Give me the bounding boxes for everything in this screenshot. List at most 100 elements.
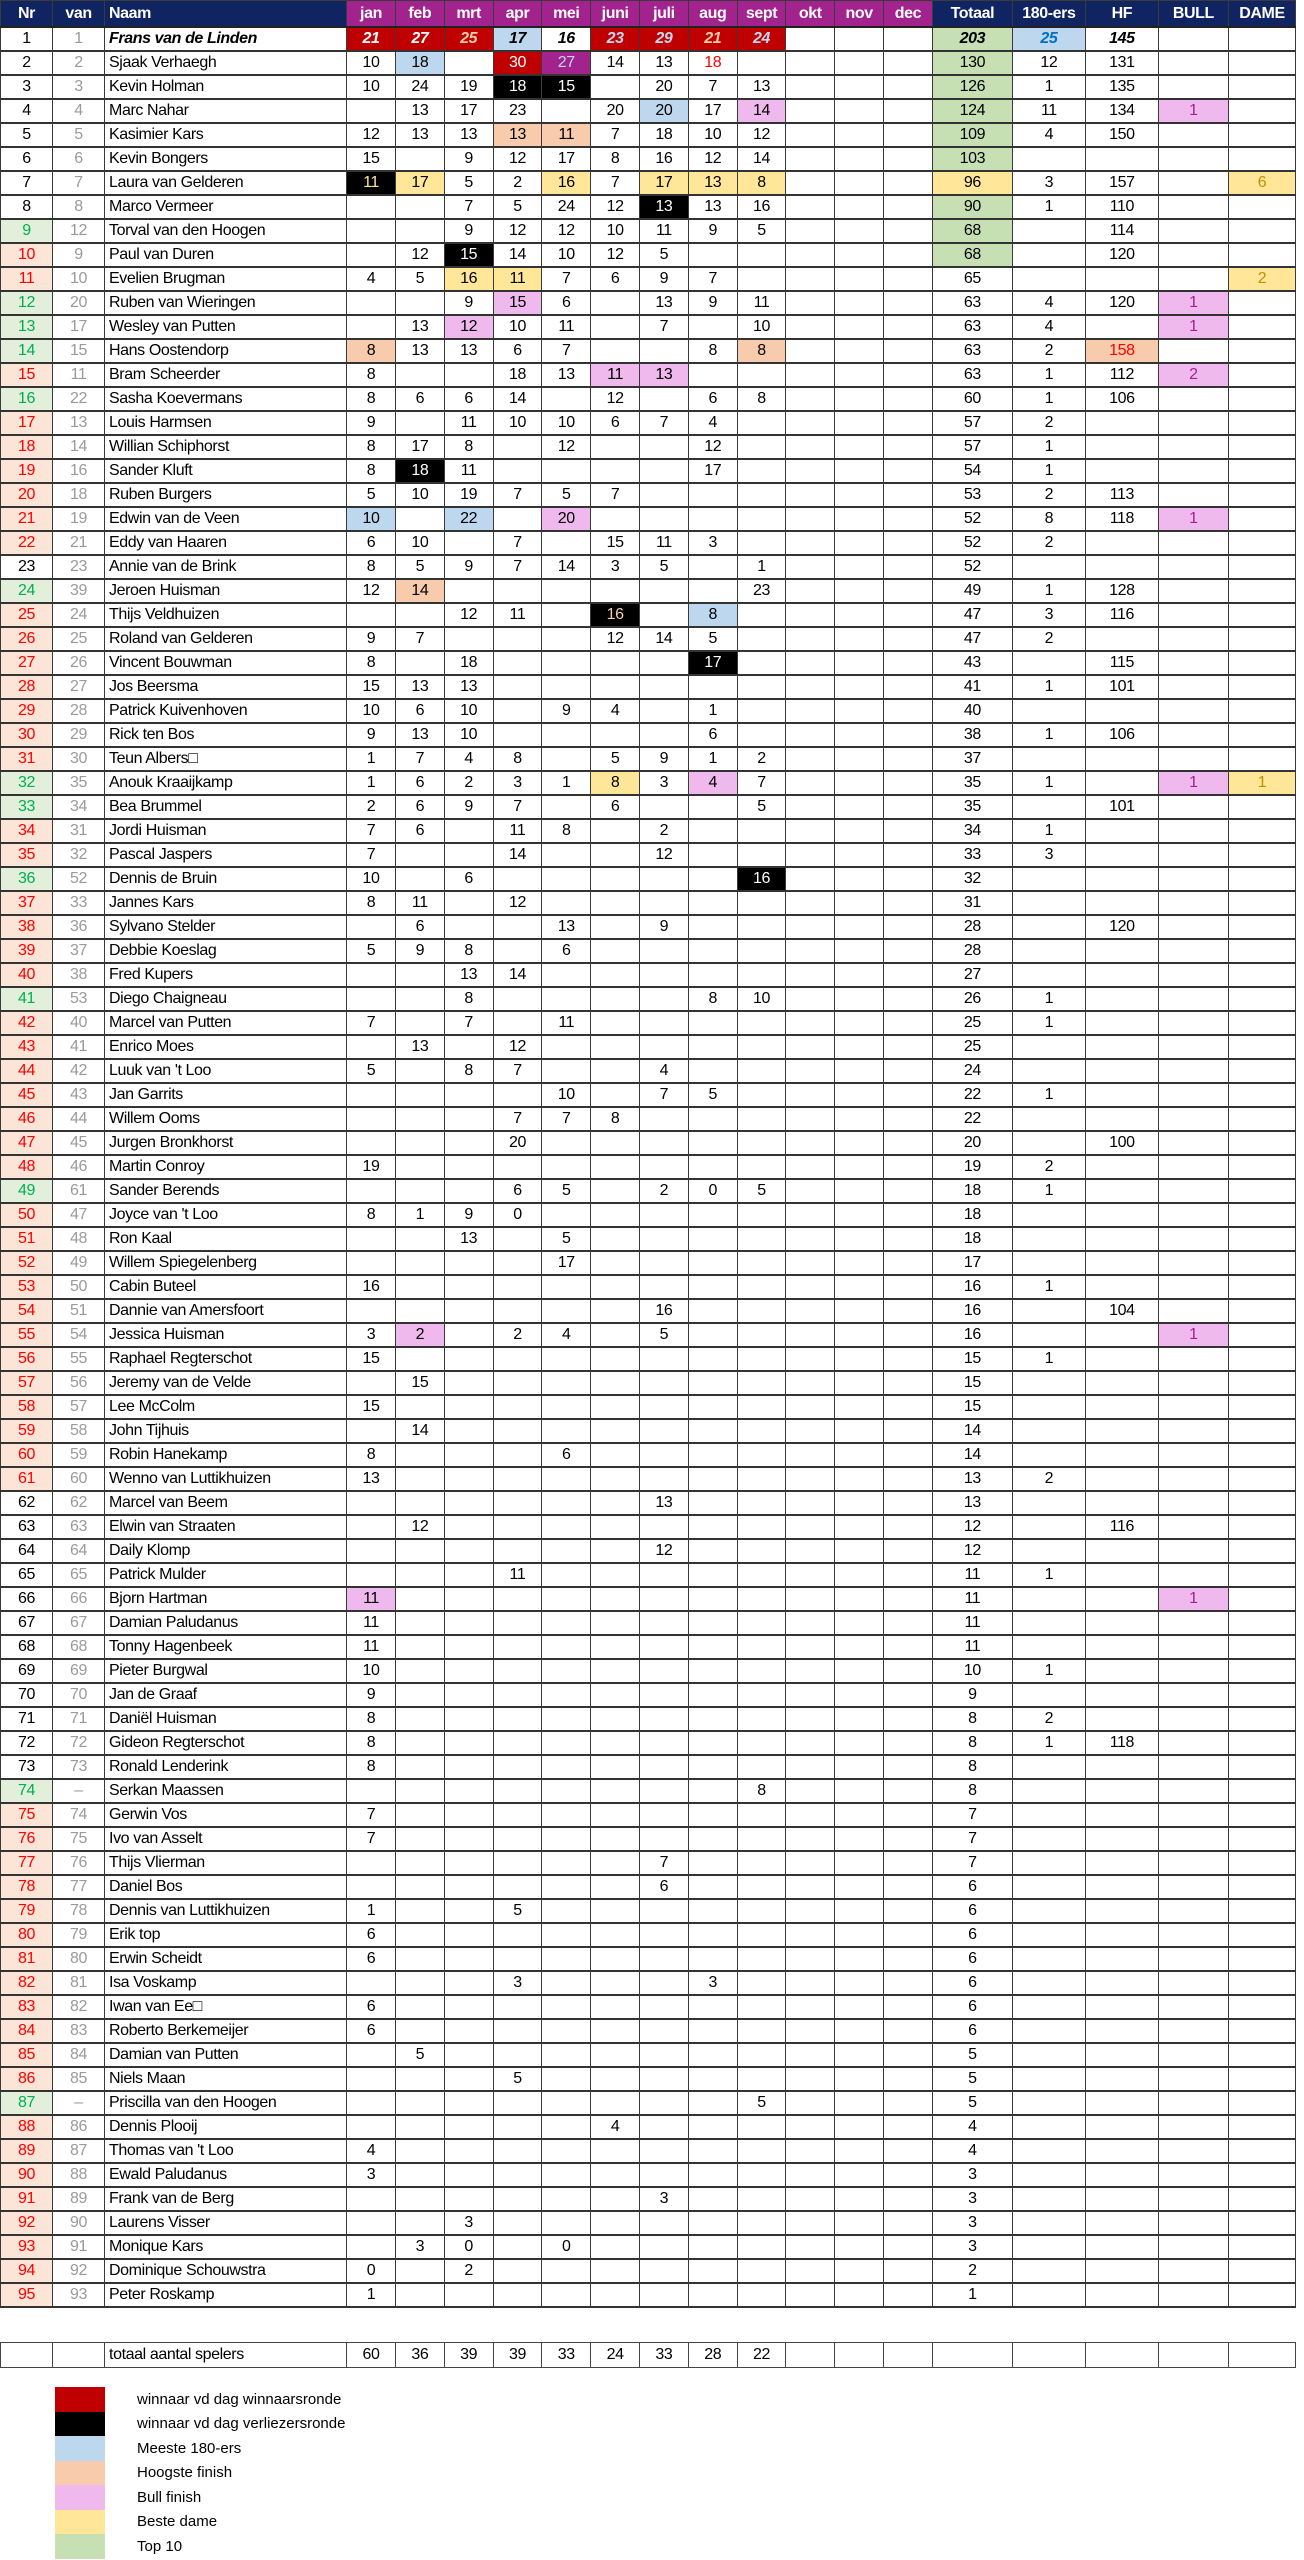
table-row[interactable]: 87– Priscilla van den Hoogen 5 5 [0,2090,1297,2116]
player-name[interactable]: Annie van de Brink [104,554,348,580]
header-naam[interactable]: Naam [104,0,348,28]
player-name[interactable]: Bram Scheerder [104,362,348,388]
header-aug[interactable]: aug [687,0,738,28]
header-totaal[interactable]: Totaal [931,0,1013,28]
player-name[interactable]: Patrick Mulder [104,1562,348,1588]
table-row[interactable]: 68 68 Tonny Hagenbeek 11 11 [0,1634,1297,1660]
table-row[interactable]: 50 47 Joyce van 't Loo 8 1 9 0 18 [0,1202,1297,1228]
player-name[interactable]: Ewald Paludanus [104,2162,348,2188]
table-row[interactable]: 32 35 Anouk Kraaijkamp 1 6 2 3 1 8 3 4 7 35 1 1 1 [0,770,1297,796]
player-name[interactable]: Jan Garrits [104,1082,348,1108]
player-name[interactable]: Joyce van 't Loo [104,1202,348,1228]
player-name[interactable]: Dannie van Amersfoort [104,1298,348,1324]
player-name[interactable]: Iwan van Ee□ [104,1994,348,2020]
player-name[interactable]: Martin Conroy [104,1154,348,1180]
header-dame[interactable]: DAME [1227,0,1297,28]
table-row[interactable]: 63 63 Elwin van Straaten 12 12 116 [0,1514,1297,1540]
player-name[interactable]: Marcel van Beem [104,1490,348,1516]
player-name[interactable]: Raphael Regterschot [104,1346,348,1372]
player-name[interactable]: John Tijhuis [104,1418,348,1444]
player-name[interactable]: Paul van Duren [104,242,348,268]
table-row[interactable]: 67 67 Damian Paludanus 11 11 [0,1610,1297,1636]
player-name[interactable]: Monique Kars [104,2234,348,2260]
table-row[interactable]: 14 15 Hans Oostendorp 8 13 13 6 7 8 8 63 2 158 [0,338,1297,364]
table-row[interactable]: 53 50 Cabin Buteel 16 16 1 [0,1274,1297,1300]
table-row[interactable]: 78 77 Daniel Bos 6 6 [0,1874,1297,1900]
table-row[interactable]: 25 24 Thijs Veldhuizen 12 11 16 8 47 3 116 [0,602,1297,628]
table-row[interactable]: 46 44 Willem Ooms 7 7 8 22 [0,1106,1297,1132]
table-row[interactable]: 72 72 Gideon Regterschot 8 8 1 118 [0,1730,1297,1756]
table-row[interactable]: 36 52 Dennis de Bruin 10 6 16 32 [0,866,1297,892]
table-row[interactable]: 93 91 Monique Kars 3 0 0 3 [0,2234,1297,2260]
player-name[interactable]: Jos Beersma [104,674,348,700]
table-row[interactable]: 51 48 Ron Kaal 13 5 18 [0,1226,1297,1252]
header-juni[interactable]: juni [590,0,640,28]
table-row[interactable]: 58 57 Lee McColm 15 15 [0,1394,1297,1420]
player-name[interactable]: Wesley van Putten [104,314,348,340]
player-name[interactable]: Ron Kaal [104,1226,348,1252]
player-name[interactable]: Gideon Regterschot [104,1730,348,1756]
table-row[interactable]: 80 79 Erik top 6 6 [0,1922,1297,1948]
player-name[interactable]: Gerwin Vos [104,1802,348,1828]
table-row[interactable]: 42 40 Marcel van Putten 7 7 11 25 1 [0,1010,1297,1036]
table-row[interactable]: 1 1 Frans van de Linden 21 27 25 17 16 23 29 21 24 2… [0,26,1297,52]
table-row[interactable]: 45 43 Jan Garrits 10 7 5 22 1 [0,1082,1297,1108]
table-row[interactable]: 28 27 Jos Beersma 15 13 13 41 1 101 [0,674,1297,700]
player-name[interactable]: Jeremy van de Velde [104,1370,348,1396]
player-name[interactable]: Vincent Bouwman [104,650,348,676]
player-name[interactable]: Robin Hanekamp [104,1442,348,1468]
player-name[interactable]: Jurgen Bronkhorst [104,1130,348,1156]
table-row[interactable]: 26 25 Roland van Gelderen 9 7 12 14 5 47 2 [0,626,1297,652]
table-row[interactable]: 61 60 Wenno van Luttikhuizen 13 13 2 [0,1466,1297,1492]
player-name[interactable]: Cabin Buteel [104,1274,348,1300]
table-row[interactable]: 56 55 Raphael Regterschot 15 15 1 [0,1346,1297,1372]
player-name[interactable]: Frans van de Linden [104,26,348,52]
table-row[interactable]: 9 12 Torval van den Hoogen 9 12 12 10 11 9 5 68 114 [0,218,1297,244]
table-row[interactable]: 57 56 Jeremy van de Velde 15 15 [0,1370,1297,1396]
player-name[interactable]: Sjaak Verhaegh [104,50,348,76]
table-row[interactable]: 35 32 Pascal Jaspers 7 14 12 33 3 [0,842,1297,868]
player-name[interactable]: Willem Ooms [104,1106,348,1132]
table-row[interactable]: 8 8 Marco Vermeer 7 5 24 12 13 13 16 90 1 110 [0,194,1297,220]
header-bull[interactable]: BULL [1157,0,1229,28]
table-row[interactable]: 11 10 Evelien Brugman 4 5 16 11 7 6 9 7 65 2 [0,266,1297,292]
player-name[interactable]: Frank van de Berg [104,2186,348,2212]
player-name[interactable]: Pascal Jaspers [104,842,348,868]
table-row[interactable]: 95 93 Peter Roskamp 1 1 [0,2282,1297,2308]
table-row[interactable]: 83 82 Iwan van Ee□ 6 6 [0,1994,1297,2020]
table-row[interactable]: 24 39 Jeroen Huisman 12 14 23 49 1 128 [0,578,1297,604]
table-row[interactable]: 79 78 Dennis van Luttikhuizen 1 5 6 [0,1898,1297,1924]
table-row[interactable]: 65 65 Patrick Mulder 11 11 1 [0,1562,1297,1588]
table-row[interactable]: 77 76 Thijs Vlierman 7 7 [0,1850,1297,1876]
player-name[interactable]: Ruben Burgers [104,482,348,508]
player-name[interactable]: Wenno van Luttikhuizen [104,1466,348,1492]
player-name[interactable]: Hans Oostendorp [104,338,348,364]
table-row[interactable]: 60 59 Robin Hanekamp 8 6 14 [0,1442,1297,1468]
table-row[interactable]: 31 30 Teun Albers□ 1 7 4 8 5 9 1 2 37 [0,746,1297,772]
header-van[interactable]: van [52,0,106,28]
table-row[interactable]: 43 41 Enrico Moes 13 12 25 [0,1034,1297,1060]
player-name[interactable]: Damian Paludanus [104,1610,348,1636]
player-name[interactable]: Dominique Schouwstra [104,2258,348,2284]
player-name[interactable]: Edwin van de Veen [104,506,348,532]
table-row[interactable]: 89 87 Thomas van 't Loo 4 4 [0,2138,1297,2164]
table-row[interactable]: 2 2 Sjaak Verhaegh 10 18 30 27 14 13 18 130 12 131 [0,50,1297,76]
player-name[interactable]: Niels Maan [104,2066,348,2092]
table-row[interactable]: 20 18 Ruben Burgers 5 10 19 7 5 7 53 2 113 [0,482,1297,508]
table-row[interactable]: 52 49 Willem Spiegelenberg 17 17 [0,1250,1297,1276]
table-row[interactable]: 23 23 Annie van de Brink 8 5 9 7 14 3 5 1 52 [0,554,1297,580]
player-name[interactable]: Thijs Veldhuizen [104,602,348,628]
table-row[interactable]: 10 9 Paul van Duren 12 15 14 10 12 5 68 120 [0,242,1297,268]
player-name[interactable]: Willem Spiegelenberg [104,1250,348,1276]
table-row[interactable]: 15 11 Bram Scheerder 8 18 13 11 13 63 1 112 2 [0,362,1297,388]
player-name[interactable]: Willian Schiphorst [104,434,348,460]
table-row[interactable]: 75 74 Gerwin Vos 7 7 [0,1802,1297,1828]
player-name[interactable]: Jordi Huisman [104,818,348,844]
table-row[interactable]: 76 75 Ivo van Asselt 7 7 [0,1826,1297,1852]
player-name[interactable]: Luuk van 't Loo [104,1058,348,1084]
table-row[interactable]: 27 26 Vincent Bouwman 8 18 17 43 115 [0,650,1297,676]
player-name[interactable]: Jannes Kars [104,890,348,916]
player-name[interactable]: Jeroen Huisman [104,578,348,604]
table-row[interactable]: 62 62 Marcel van Beem 13 13 [0,1490,1297,1516]
player-name[interactable]: Kasimier Kars [104,122,348,148]
